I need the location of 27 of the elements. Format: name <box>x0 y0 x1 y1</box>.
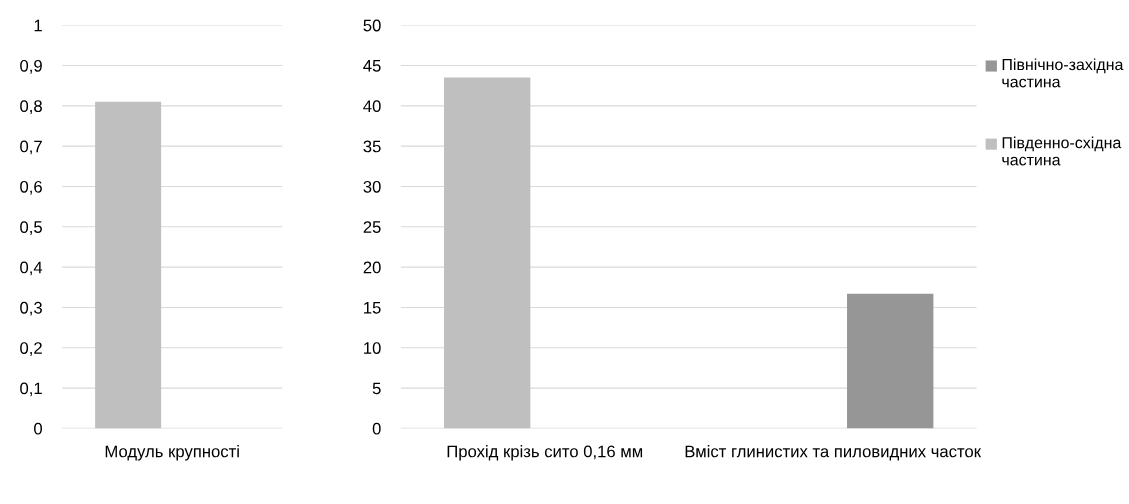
y-tick-label: 0,1 <box>20 382 42 397</box>
y-tick-label: 0,5 <box>20 221 42 235</box>
y-tick-label: 50 <box>363 19 381 32</box>
y-tick-label: 35 <box>363 140 381 153</box>
y-tick-label: 0,6 <box>20 180 42 195</box>
y-tick-label: 40 <box>363 100 381 113</box>
y-tick-label: 0,9 <box>20 59 42 74</box>
y-tick-label: 0,4 <box>20 261 43 276</box>
x-tick-label: Вміст глинистих та пиловидних часток <box>685 445 982 461</box>
legend-label: Північно-західна частина <box>1002 58 1124 88</box>
y-tick-label: 1 <box>34 19 42 32</box>
y-tick-label: 0,8 <box>20 100 42 115</box>
y-tick-label: 0 <box>34 422 42 435</box>
y-tick-label: 20 <box>363 261 381 274</box>
y-tick-label: 10 <box>364 342 381 354</box>
y-tick-label: 0,3 <box>20 301 42 316</box>
legend-label: Південно-східна частина <box>1002 136 1122 166</box>
x-tick-label: Прохід крізь сито 0,16 мм <box>447 445 643 461</box>
y-tick-label: 25 <box>363 221 381 233</box>
y-tick-label: 0,7 <box>20 140 42 155</box>
x-tick-label: Модуль крупності <box>105 445 239 461</box>
y-tick-label: 0,2 <box>20 342 42 356</box>
y-tick-label: 5 <box>372 382 381 395</box>
y-tick-label: 45 <box>363 60 381 72</box>
y-tick-label: 30 <box>363 180 381 193</box>
y-tick-label: 15 <box>364 302 381 314</box>
y-tick-label: 0 <box>372 422 381 435</box>
